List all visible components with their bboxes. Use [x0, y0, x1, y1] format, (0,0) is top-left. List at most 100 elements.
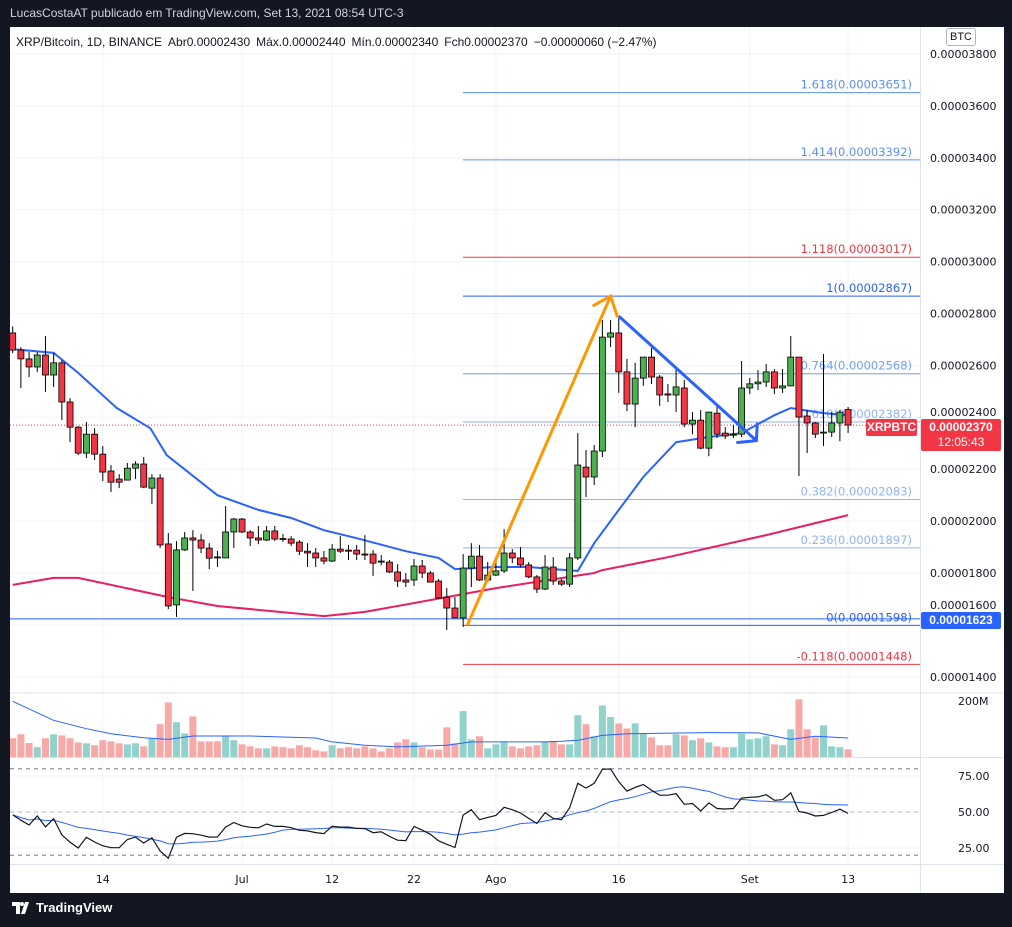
volume-bar — [656, 745, 664, 757]
candle-body — [123, 467, 131, 481]
candle — [164, 533, 172, 610]
candle-body — [443, 596, 451, 609]
time-axis[interactable]: 14 Jul 12 22 Ago 16 Set 13 — [96, 873, 855, 886]
price-axis-label: 0.00003000 — [930, 256, 996, 269]
volume-bar — [820, 725, 828, 757]
candle — [271, 526, 279, 542]
candle-body — [738, 387, 746, 435]
candle-body — [205, 547, 213, 559]
candle — [689, 412, 696, 435]
candle — [656, 375, 664, 406]
volume-bar — [82, 743, 90, 757]
candle-body — [574, 464, 582, 559]
volume-bar — [697, 738, 705, 757]
volume-bar — [705, 742, 713, 757]
currency-badge[interactable]: BTC — [946, 28, 976, 46]
candle-body — [115, 478, 123, 483]
rsi-axis-label: 25.00 — [958, 842, 990, 855]
price-axis-label: 0.00003600 — [930, 100, 996, 113]
candle-body — [607, 332, 614, 338]
volume-bar — [615, 723, 623, 757]
volume-bar — [41, 738, 49, 757]
candle — [246, 530, 254, 547]
volume-bar — [746, 739, 754, 757]
candle-body — [66, 401, 74, 428]
price-axis-label: 0.00002000 — [930, 515, 996, 528]
volume-bar — [132, 743, 140, 757]
candle — [418, 560, 426, 579]
candle-body — [803, 415, 811, 424]
price-axis-label: 0.00003200 — [930, 204, 996, 217]
volume-bar — [238, 744, 246, 757]
volume-bar — [189, 716, 197, 757]
candle-body — [467, 555, 475, 569]
candle-body — [779, 385, 786, 389]
candle — [181, 531, 189, 551]
candle-body — [451, 607, 459, 619]
volume-bar — [443, 727, 451, 757]
candle-body — [795, 356, 803, 418]
tradingview-icon — [12, 901, 29, 914]
hline-price-tag: 0.00001623 — [921, 612, 1001, 629]
fib-level-label: 0(0.00001598) — [826, 610, 912, 624]
candle-body — [820, 431, 827, 434]
candle — [386, 560, 393, 573]
volume-bar — [713, 746, 721, 757]
volume-bar — [344, 747, 352, 757]
legend-symbol[interactable]: XRP/Bitcoin, 1D, BINANCE — [16, 35, 163, 49]
volume-bar — [836, 747, 844, 757]
fib-retracement[interactable]: 1.618(0.00003651) 1.414(0.00003392) 1.118(… — [10, 78, 920, 665]
candle — [525, 562, 533, 579]
volume-bar — [197, 741, 205, 757]
volume-bar — [467, 739, 475, 757]
candle — [426, 570, 434, 583]
candle — [230, 517, 238, 549]
candle-body — [50, 362, 58, 376]
candle — [697, 410, 705, 450]
volume-bar — [377, 751, 385, 757]
volume-bar — [762, 736, 770, 757]
candle — [99, 446, 107, 482]
candle — [533, 575, 541, 593]
candle — [590, 445, 598, 486]
candle-body — [680, 387, 688, 425]
trend-drawings[interactable] — [465, 293, 759, 627]
candle — [58, 360, 66, 421]
candle-body — [410, 565, 418, 581]
candle-body — [689, 419, 696, 425]
candle-body — [508, 552, 516, 559]
price-axis[interactable]: 0.00003800 0.00003600 0.00003400 0.00003200… — [930, 48, 996, 855]
candle-body — [148, 477, 156, 489]
tradingview-logo[interactable]: TradingView — [12, 900, 112, 915]
candle-body — [828, 422, 836, 433]
volume-bar — [66, 738, 74, 757]
candle — [156, 474, 164, 549]
volume-bar — [459, 711, 467, 757]
candle — [148, 474, 156, 504]
volume-bar — [58, 735, 66, 757]
volume-bar — [500, 742, 508, 757]
volume-bar — [25, 743, 33, 757]
rsi-axis-label: 75.00 — [958, 770, 990, 783]
candle-body — [189, 537, 197, 541]
volume-bar — [435, 749, 443, 757]
volume-bar — [222, 735, 230, 757]
candle-body — [746, 383, 754, 389]
candle-body — [230, 518, 238, 533]
volume-bar — [598, 705, 606, 757]
candle-body — [672, 386, 680, 396]
candle-body — [369, 553, 377, 564]
candle — [451, 597, 459, 619]
volume-bar — [164, 702, 172, 757]
candle — [558, 578, 565, 586]
candle-body — [107, 470, 115, 483]
candle-body — [590, 450, 598, 478]
volume-bar — [779, 745, 787, 757]
volume-bar — [123, 744, 131, 757]
candle — [205, 543, 213, 570]
candle — [328, 544, 336, 563]
volume-bar — [173, 722, 180, 757]
candle-body — [156, 477, 164, 546]
candle — [730, 425, 737, 439]
